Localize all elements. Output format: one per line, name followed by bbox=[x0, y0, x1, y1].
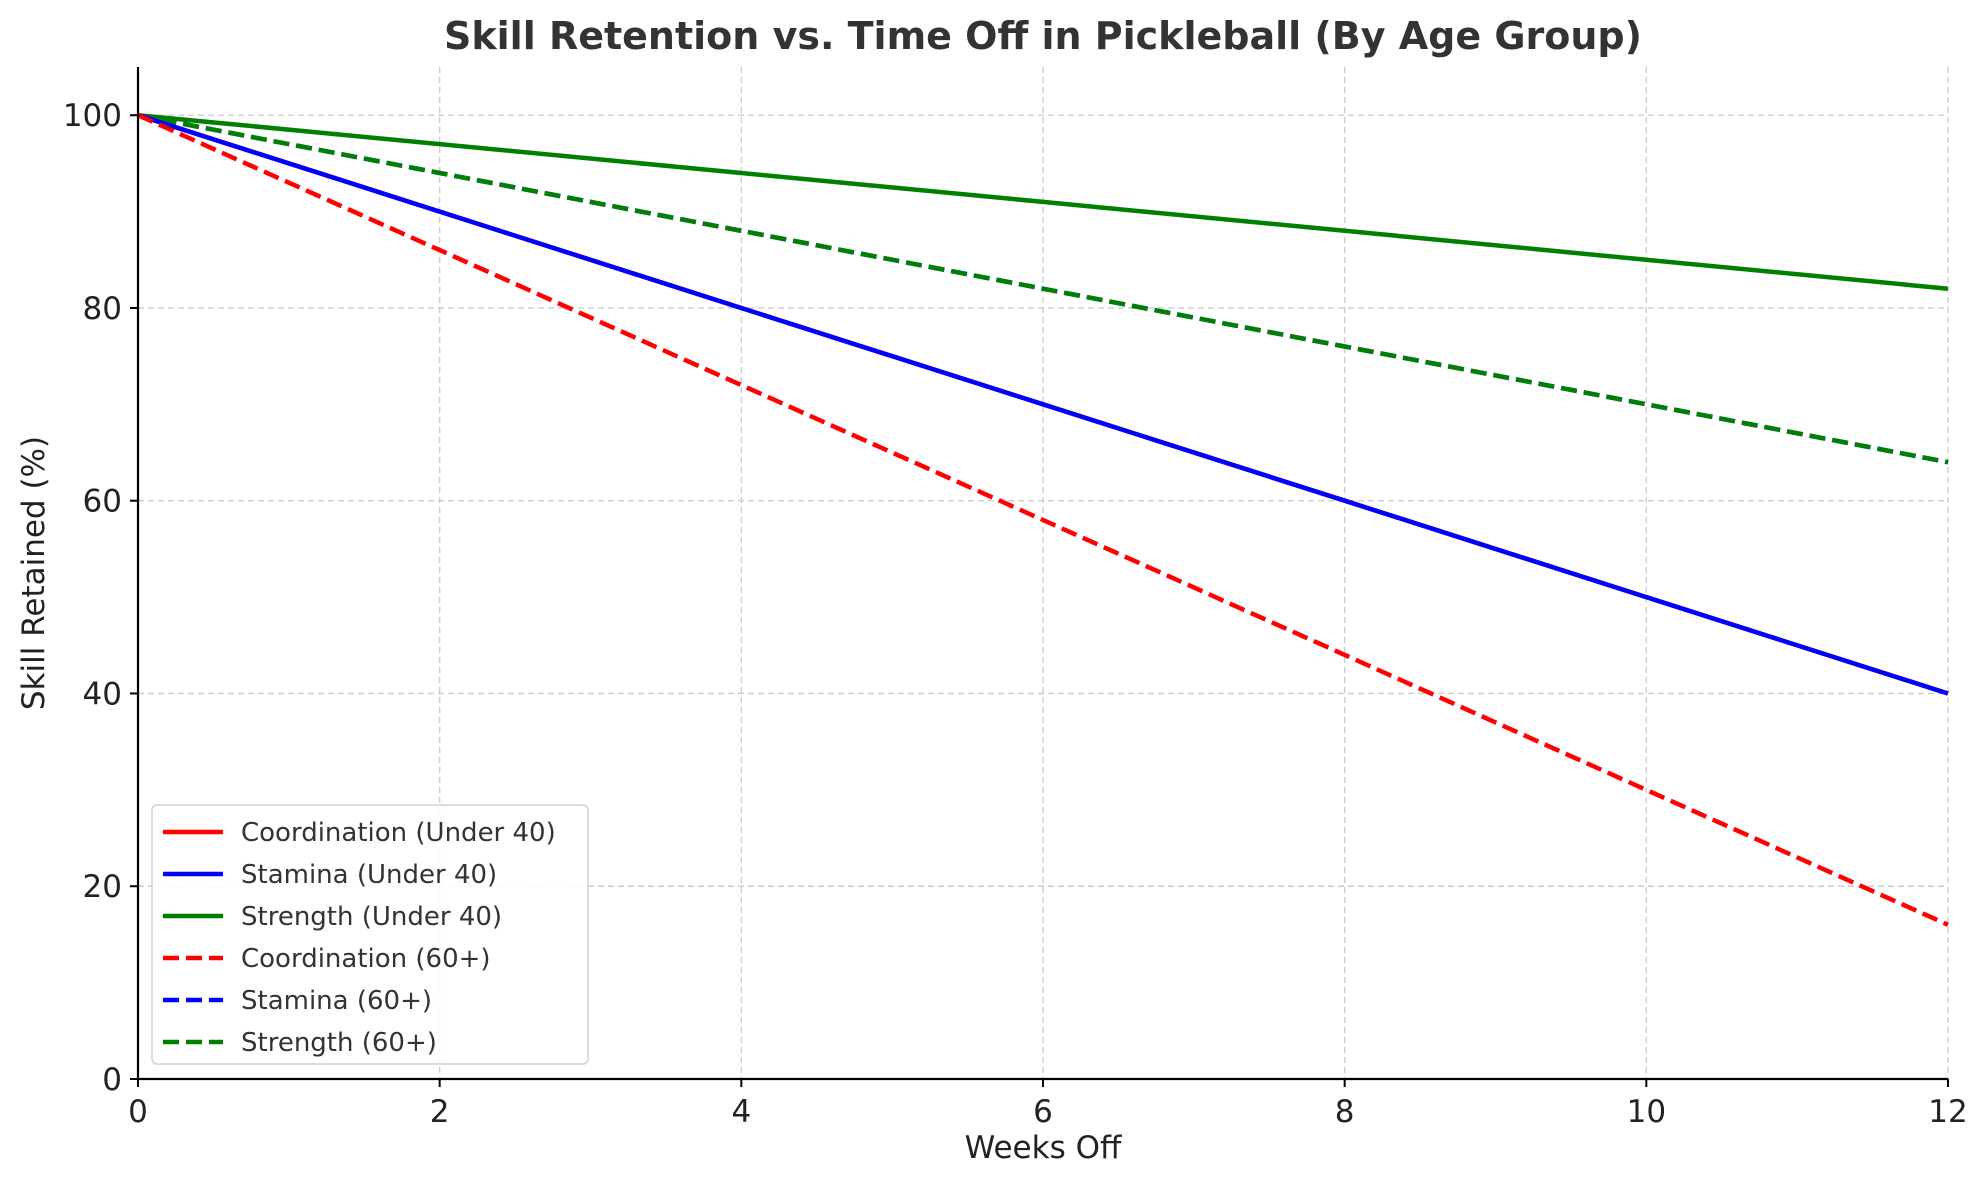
x-tick-label: 12 bbox=[1928, 1094, 1967, 1130]
y-tick-label: 60 bbox=[83, 484, 122, 520]
x-tick-label: 8 bbox=[1335, 1094, 1355, 1130]
x-tick-label: 2 bbox=[430, 1094, 450, 1130]
chart-title: Skill Retention vs. Time Off in Pickleba… bbox=[444, 14, 1642, 58]
legend: Coordination (Under 40) Stamina (Under 40… bbox=[151, 804, 589, 1065]
legend-label: Stamina (Under 40) bbox=[241, 860, 497, 890]
series-line-stamina-under-40 bbox=[137, 113, 1949, 696]
series-lines bbox=[137, 112, 1949, 927]
tick-labels: 0 2 4 6 8 10 12 0 20 40 60 80 100 bbox=[63, 98, 1968, 1130]
x-tick-label: 0 bbox=[128, 1094, 148, 1130]
x-tick-label: 10 bbox=[1627, 1094, 1666, 1130]
legend-label: Strength (60+) bbox=[241, 1028, 437, 1058]
legend-label: Coordination (60+) bbox=[241, 944, 491, 974]
legend-label: Strength (Under 40) bbox=[241, 902, 502, 932]
legend-box bbox=[151, 804, 589, 1065]
series-line-strength-60 bbox=[137, 112, 1949, 465]
x-tick-label: 6 bbox=[1033, 1094, 1053, 1130]
x-axis-label: Weeks Off bbox=[965, 1130, 1122, 1166]
y-tick-label: 80 bbox=[83, 291, 122, 327]
y-tick-label: 100 bbox=[63, 98, 122, 134]
legend-label: Stamina (60+) bbox=[241, 986, 432, 1016]
y-tick-label: 40 bbox=[83, 676, 122, 712]
y-axis-label: Skill Retained (%) bbox=[16, 436, 52, 710]
series-line-strength-under-40 bbox=[137, 112, 1949, 291]
series-line-coordination-60 bbox=[137, 113, 1949, 927]
y-tick-label: 20 bbox=[83, 869, 122, 905]
x-tick-label: 4 bbox=[731, 1094, 751, 1130]
legend-label: Coordination (Under 40) bbox=[241, 818, 556, 848]
y-tick-label: 0 bbox=[102, 1062, 122, 1098]
